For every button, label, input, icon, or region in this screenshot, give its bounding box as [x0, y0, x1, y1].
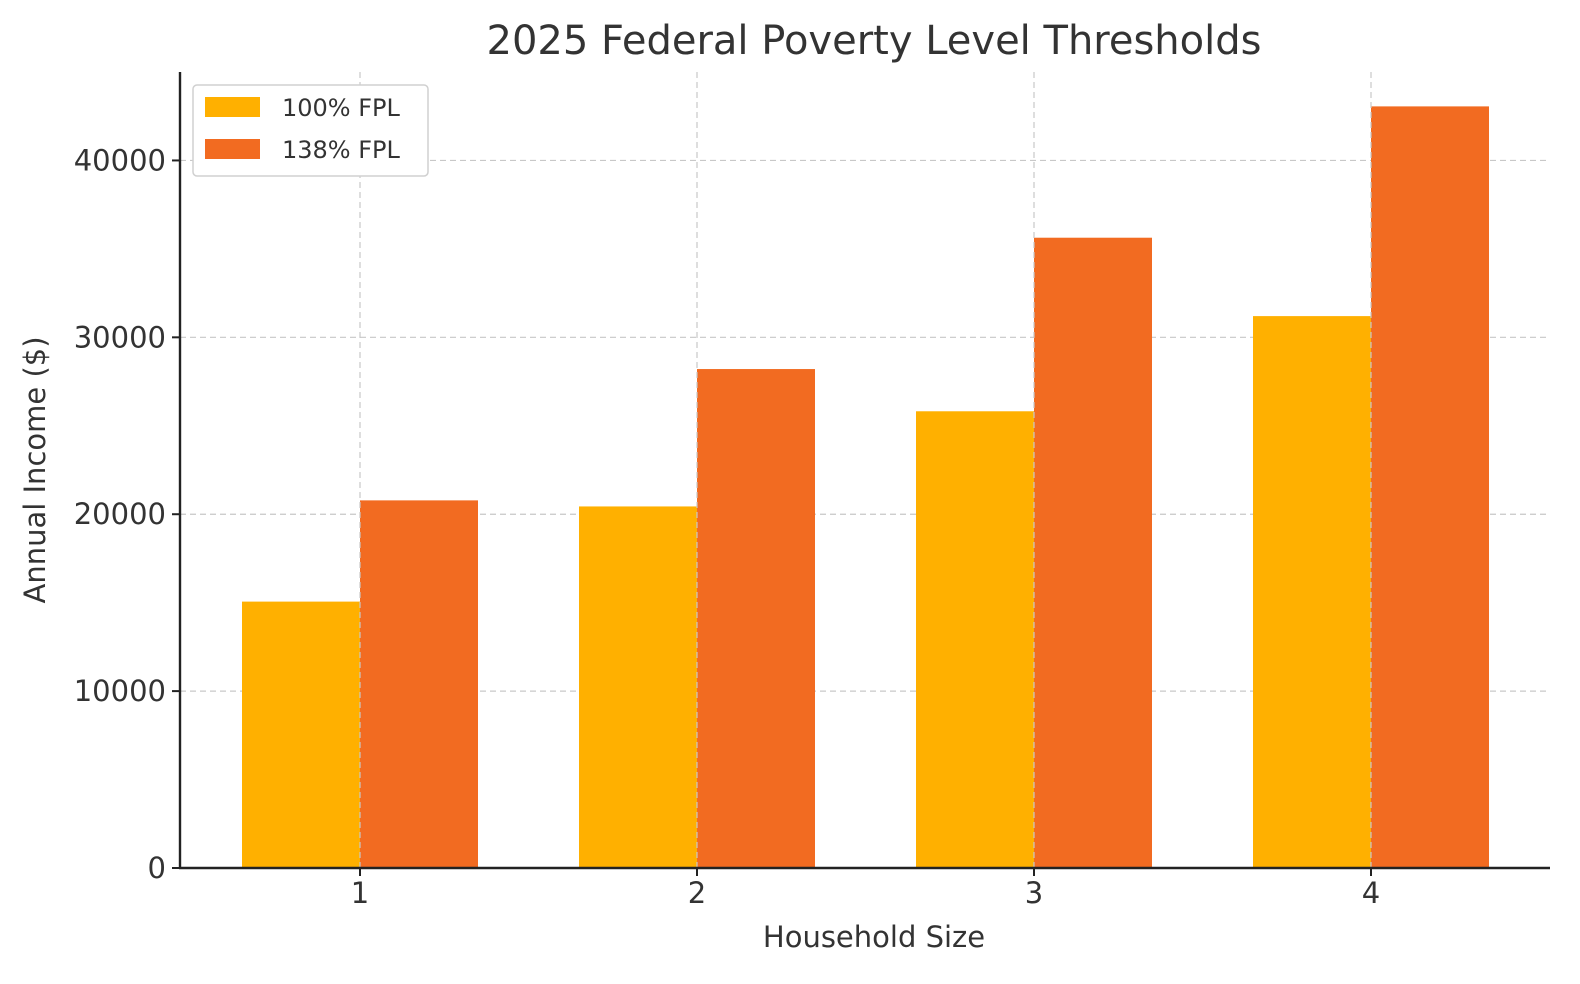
y-axis-label: Annual Income ($)	[18, 336, 52, 603]
bar-138-fpl-4	[1371, 106, 1489, 868]
vertical-grid-lines	[359, 72, 1372, 868]
legend-label: 138% FPL	[282, 136, 401, 164]
bar-100-fpl-1	[242, 601, 360, 868]
bar-138-fpl-3	[1034, 237, 1152, 868]
chart-title: 2025 Federal Poverty Level Thresholds	[487, 18, 1262, 64]
bar-100-fpl-4	[1253, 316, 1371, 868]
x-tick-label: 3	[1025, 876, 1043, 910]
x-tick-label: 4	[1362, 876, 1380, 910]
y-tick-label: 10000	[74, 674, 166, 708]
legend: 100% FPL 138% FPL	[192, 84, 429, 177]
axes	[172, 72, 1550, 876]
y-tick-label: 30000	[74, 320, 166, 354]
legend-swatch	[205, 97, 260, 117]
tick-labels: 0 10000 20000 30000 40000 1 2 3 4	[74, 143, 1380, 910]
bars-group	[242, 106, 1489, 868]
bar-100-fpl-2	[579, 506, 697, 868]
bar-138-fpl-2	[697, 369, 815, 868]
legend-swatch	[205, 139, 260, 159]
bar-100-fpl-3	[916, 411, 1034, 868]
legend-label: 100% FPL	[282, 94, 401, 122]
bar-138-fpl-1	[360, 500, 478, 868]
y-tick-label: 40000	[74, 143, 166, 177]
x-tick-label: 2	[688, 876, 706, 910]
x-axis-label: Household Size	[763, 920, 985, 954]
y-tick-label: 20000	[74, 497, 166, 531]
y-tick-label: 0	[148, 851, 166, 885]
x-tick-label: 1	[351, 876, 369, 910]
